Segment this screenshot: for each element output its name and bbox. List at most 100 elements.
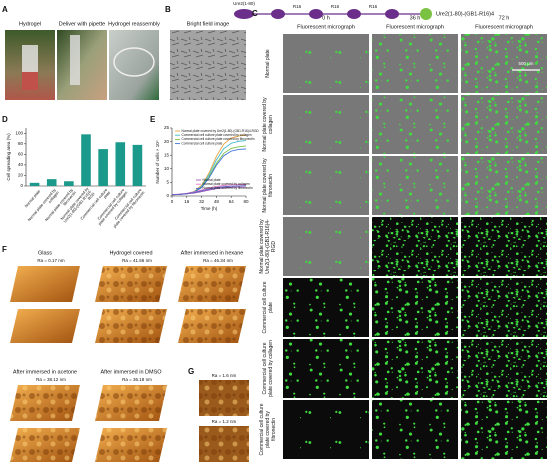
domain (385, 9, 399, 19)
domain (347, 9, 361, 19)
micrograph-cells (283, 339, 369, 398)
legend-label: Commercial cell culture plate covered by… (182, 133, 252, 137)
column-subtitle: Fluorescent micrograph (297, 24, 355, 30)
panel-label: F (2, 245, 7, 254)
legend-label: Normal plate covered by Ure2(1-80)-(GB1-… (182, 129, 260, 133)
construct-name: Ure2(1-80)-(GB1-R16)4 (436, 11, 494, 17)
column-subtitle: Fluorescent micrograph (475, 24, 533, 30)
micrograph-cells (283, 217, 369, 276)
repeat-label: R16 (369, 4, 378, 9)
afm-roughness: Ra = 36.18 nm (122, 377, 152, 382)
afm-texture (10, 428, 80, 462)
x-tick-label: 16 (184, 199, 190, 204)
x-tick-label: 48 (214, 199, 220, 204)
micrograph-cells (283, 95, 369, 154)
afm-roughness: Ra = 1.6 nm (212, 373, 237, 378)
legend-label: Normal plate (203, 178, 221, 182)
micrograph-cells (283, 278, 369, 337)
dish (113, 47, 155, 77)
panel-label: D (2, 115, 8, 124)
micrograph-cells (283, 156, 369, 215)
legend-label: Normal plate covered by fibronectin (203, 186, 253, 190)
caption: Hydrogel (19, 21, 41, 27)
micrograph-cells (283, 400, 369, 459)
row-label-box: Normal plate covered by fibronectin (262, 158, 274, 213)
scale-bar-label: 500 μm (518, 61, 533, 66)
row-label: Normal plate (265, 49, 272, 78)
row-label-box: Commercial cell culture plate (262, 282, 274, 334)
bar (132, 144, 143, 186)
row-label-box: Normal plate covered by collagen (262, 97, 274, 152)
row-label-box: Normal plate (265, 49, 272, 78)
bar (81, 134, 91, 186)
bar (29, 182, 40, 186)
afm-texture (199, 380, 249, 416)
y-tick-label: 100 (15, 130, 23, 135)
bar (46, 179, 57, 186)
row-label-box: Commercial cell culture plate covered by… (262, 340, 274, 397)
y-tick-label: 60 (18, 152, 24, 157)
construct: Ure2(1-80) R16 R16 R16 Ure2(1-80)-(GB1-R… (233, 1, 494, 20)
micrograph-cells (372, 34, 458, 93)
x-tick-label: 32 (199, 199, 205, 204)
afm-texture (95, 309, 167, 343)
y-tick-label: 20 (18, 173, 24, 178)
caption: Hydrogel reassembly (108, 21, 160, 27)
column-time: 72 h (499, 15, 510, 21)
micrograph-cells (461, 400, 547, 459)
afm-roughness: Ra = 41.56 nm (122, 258, 152, 263)
afm-texture (95, 266, 167, 302)
y-axis-label: Number of cells × 10⁴ (155, 140, 160, 183)
panel-label: B (165, 5, 171, 14)
micrograph-cells (461, 217, 547, 276)
pipette (70, 35, 80, 85)
construct-label: Ure2(1-80) (233, 1, 255, 6)
micrograph-cells (461, 95, 547, 154)
y-tick-label: 5 (166, 180, 169, 185)
photo (109, 30, 159, 100)
column-time: 36 h (410, 15, 421, 21)
micrograph-cells (372, 95, 458, 154)
micrograph-cells (283, 34, 369, 93)
micrograph-cells (461, 34, 547, 93)
row-label-box: Normal plate covered by Ure2(1-80)-(GB1-… (259, 219, 277, 274)
legend-label: Normal plate covered by collagen (203, 182, 251, 186)
panel-label: E (150, 115, 156, 124)
legend-label: Commercial cell culture plate covered by… (182, 137, 255, 141)
afm-title: After immersed in hexane (181, 250, 244, 256)
y-tick-label: 40 (18, 162, 24, 167)
row-label: Commercial cell culture plate covered by… (259, 403, 277, 456)
row-label: Normal plate covered by fibronectin (262, 158, 274, 213)
y-tick-label: 15 (164, 152, 170, 157)
y-tick-label: 80 (18, 141, 24, 146)
y-tick-label: 10 (164, 166, 170, 171)
y-tick-label: 0 (20, 183, 23, 188)
row-label: Normal plate covered by collagen (262, 97, 274, 152)
domain (234, 9, 254, 19)
repeat-label: R16 (331, 4, 340, 9)
column-time: 0 h (322, 15, 330, 21)
panel-label: G (188, 367, 194, 376)
afm-roughness: Ra = 1.2 nm (212, 419, 237, 424)
bar (115, 142, 126, 186)
bright-field-image (170, 30, 246, 100)
caption: Deliver with pipette (59, 21, 105, 27)
x-tick-label: 0 (171, 199, 174, 204)
hydrogel (22, 72, 38, 90)
micrograph-cells (372, 156, 458, 215)
afm-roughness: Ra = 0.17 nm (37, 258, 64, 263)
afm-texture (199, 426, 249, 462)
x-tick-label: 80 (243, 199, 249, 204)
bar (64, 181, 74, 186)
micrograph-cells (461, 339, 547, 398)
afm-texture (178, 309, 246, 343)
y-axis-label: Cell spreading area (%) (6, 133, 11, 181)
afm-title: Hydrogel covered (109, 250, 152, 256)
micrograph-cells (461, 278, 547, 337)
y-tick-label: 20 (164, 139, 170, 144)
micrograph-cells (372, 278, 458, 337)
row-label: Normal plate covered by Ure2(1-80)-(GB1-… (259, 219, 277, 274)
afm-texture (178, 266, 246, 302)
afm-image (10, 309, 80, 343)
